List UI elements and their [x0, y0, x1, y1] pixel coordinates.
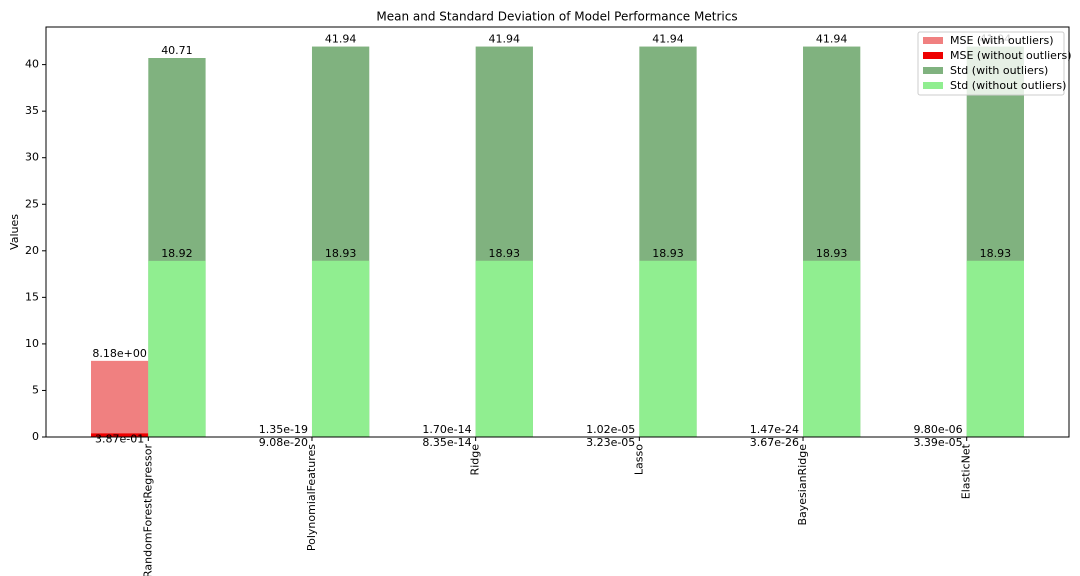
legend-swatch [923, 37, 943, 44]
y-tick-label: 0 [32, 430, 39, 443]
legend-swatch [923, 52, 943, 59]
legend-frame [917, 31, 1065, 96]
y-tick-label: 35 [25, 104, 39, 117]
x-tick-label: PolynomialFeatures [305, 444, 318, 551]
data-label: 3.39e-05 [913, 436, 962, 449]
data-label: 8.35e-14 [422, 436, 471, 449]
data-label: 9.80e-06 [913, 423, 962, 436]
y-tick-label: 30 [25, 151, 39, 164]
data-label: 1.47e-24 [750, 423, 799, 436]
data-label: 41.94 [816, 33, 848, 46]
x-tick-label: RandomForestRegressor [141, 444, 154, 576]
data-label: 1.70e-14 [422, 423, 471, 436]
legend-label: MSE (without outliers) [950, 49, 1072, 62]
x-tick-label: ElasticNet [960, 443, 973, 499]
bar [475, 260, 533, 437]
bar [311, 260, 370, 437]
data-label: 18.93 [652, 247, 684, 260]
data-label: 18.93 [980, 247, 1012, 260]
y-tick-label: 20 [25, 244, 39, 257]
y-axis-label: Values [8, 214, 21, 250]
legend-swatch [923, 67, 943, 74]
legend-label: MSE (with outliers) [950, 34, 1054, 47]
legend-label: Std (with outliers) [950, 64, 1048, 77]
bar [91, 360, 149, 437]
y-tick-label: 10 [25, 337, 39, 350]
legend: MSE (with outliers) MSE (without outliers… [917, 31, 1072, 96]
plot-frame [45, 26, 1070, 438]
x-tick-label: BayesianRidge [796, 444, 809, 526]
y-tick-label: 15 [25, 290, 39, 303]
data-label: 41.94 [325, 33, 357, 46]
bar [639, 260, 697, 437]
data-label: 18.92 [161, 247, 193, 260]
bar [148, 260, 206, 437]
data-label: 41.94 [652, 33, 684, 46]
x-tick-label: Ridge [469, 444, 482, 476]
bar [803, 260, 861, 437]
legend-swatch [923, 82, 943, 89]
bar [91, 433, 149, 437]
bar [966, 260, 1024, 437]
y-tick-label: 25 [25, 197, 39, 210]
data-label: 18.93 [489, 247, 521, 260]
chart-title: Mean and Standard Deviation of Model Per… [376, 10, 737, 24]
x-tick-label: Lasso [632, 444, 645, 475]
y-tick-label: 40 [25, 58, 39, 71]
data-label: 1.35e-19 [259, 423, 308, 436]
legend-label: Std (without outliers) [950, 79, 1066, 92]
data-label: 8.18e+00 [92, 347, 146, 360]
data-label: 3.67e-26 [750, 436, 799, 449]
y-tick-label: 5 [32, 383, 39, 396]
data-label: 41.94 [489, 33, 521, 46]
data-label: 18.93 [816, 247, 848, 260]
data-label: 40.71 [161, 44, 193, 57]
data-label: 18.93 [325, 247, 357, 260]
data-label: 9.08e-20 [259, 436, 308, 449]
data-label: 1.02e-05 [586, 423, 635, 436]
data-label: 3.87e-01 [95, 432, 144, 445]
data-label: 3.23e-05 [586, 436, 635, 449]
